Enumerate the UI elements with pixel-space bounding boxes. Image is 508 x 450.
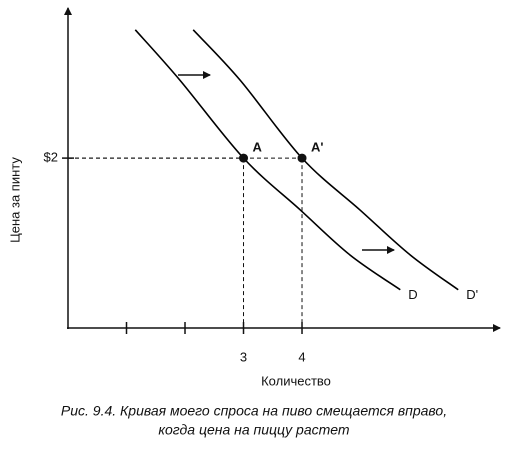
point-label: A xyxy=(253,140,263,155)
demand-curve xyxy=(192,29,459,291)
curve-label: D' xyxy=(466,287,478,302)
y-tick-label: $2 xyxy=(44,150,58,165)
point xyxy=(297,153,307,163)
x-tick-label: 4 xyxy=(298,349,305,364)
point-label: A' xyxy=(311,140,323,155)
curve-label: D xyxy=(408,287,417,302)
x-tick-label: 3 xyxy=(240,349,247,364)
caption: Рис. 9.4. Кривая моего спроса на пиво см… xyxy=(61,403,447,419)
x-axis-label: Количество xyxy=(261,373,331,388)
demand-curve xyxy=(134,29,401,291)
y-axis-label: Цена за пинту xyxy=(7,157,22,243)
caption: когда цена на пиццу растет xyxy=(158,422,350,438)
